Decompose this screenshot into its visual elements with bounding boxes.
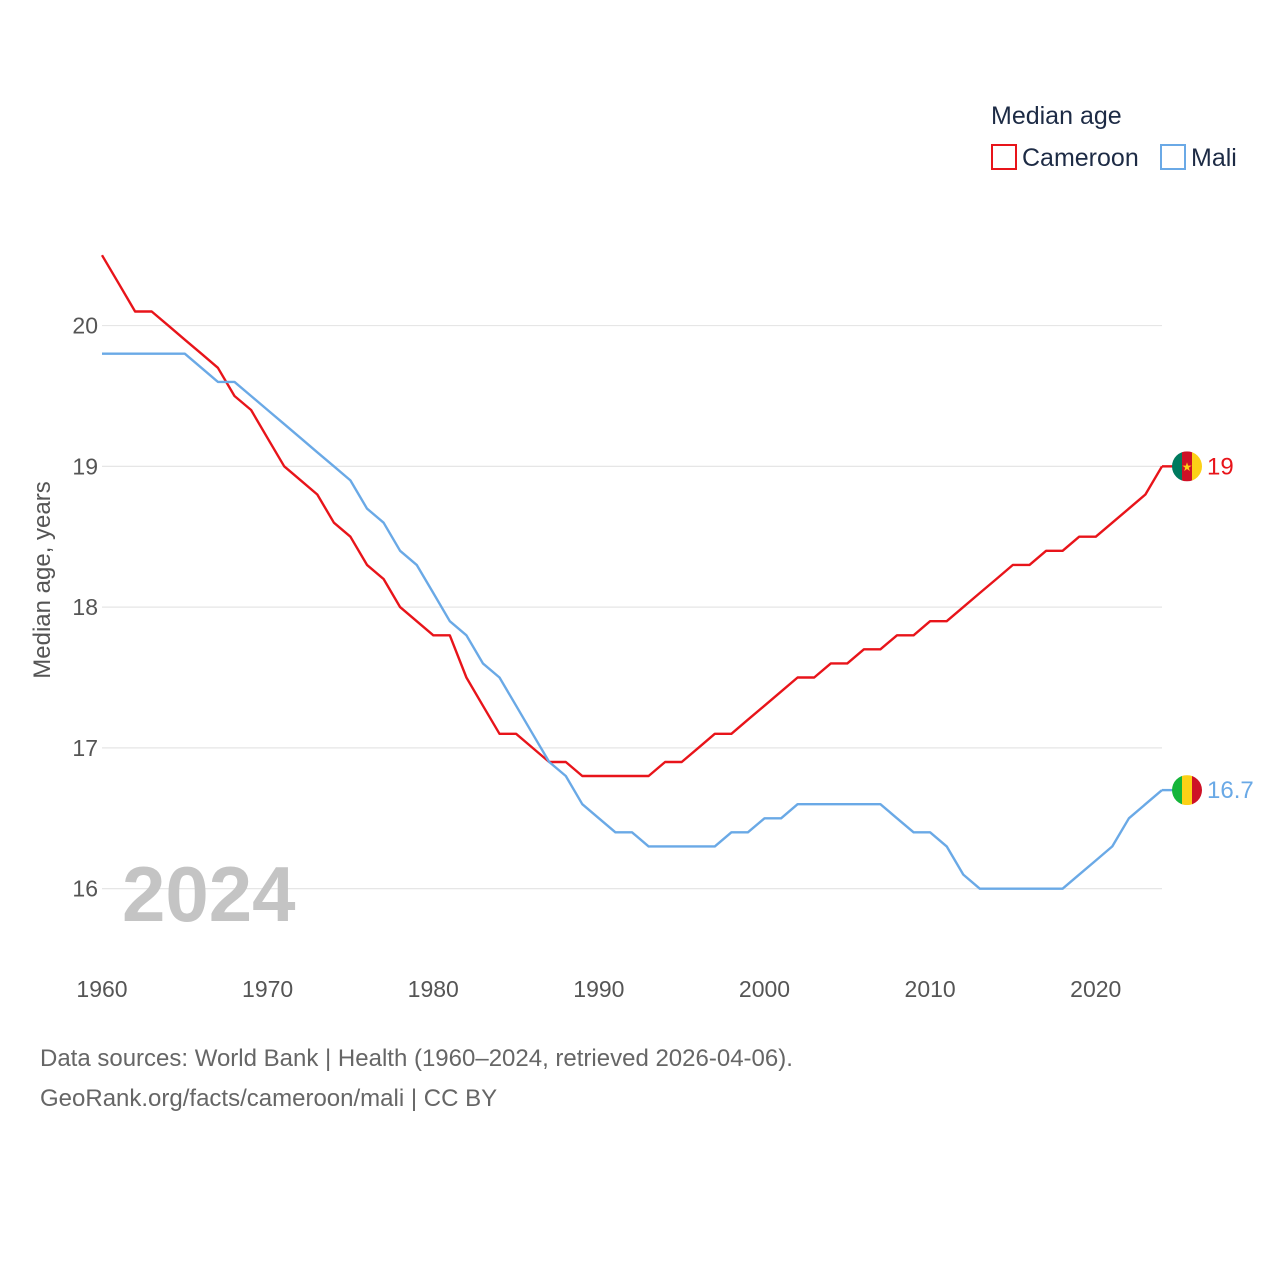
x-tick-label: 1990 [573, 976, 624, 1002]
series-lines [100, 254, 1164, 890]
legend-label-cameroon: Cameroon [1022, 144, 1139, 172]
x-axis-ticks: 1960 1970 1980 1990 2000 2010 2020 [76, 976, 1121, 1002]
y-tick-label: 17 [72, 735, 98, 761]
mali-flag-icon [1172, 775, 1202, 806]
series-line-cameroon [100, 254, 1164, 778]
y-tick-label: 19 [72, 453, 98, 479]
attribution-text: GeoRank.org/facts/cameroon/mali | CC BY [40, 1085, 498, 1112]
x-tick-label: 1980 [408, 976, 459, 1002]
end-value-label-cameroon: 19 [1207, 453, 1234, 480]
legend-swatch-mali [1160, 144, 1186, 170]
y-tick-label: 16 [72, 876, 98, 902]
year-label: 2024 [122, 850, 296, 938]
y-axis-ticks: 16 17 18 19 20 [72, 313, 98, 902]
x-tick-label: 1970 [242, 976, 293, 1002]
legend-label-mali: Mali [1191, 144, 1237, 172]
legend-swatch-cameroon [991, 144, 1017, 170]
y-tick-label: 18 [72, 594, 98, 620]
svg-text:★: ★ [1182, 460, 1193, 474]
end-value-label-mali: 16.7 [1207, 777, 1254, 804]
x-tick-label: 2020 [1070, 976, 1121, 1002]
x-tick-label: 2010 [905, 976, 956, 1002]
cameroon-flag-icon: ★ [1172, 451, 1202, 482]
end-labels: ★ 19 16.7 [1162, 451, 1254, 806]
y-tick-label: 20 [72, 313, 98, 339]
y-axis-title: Median age, years [29, 481, 56, 678]
x-tick-label: 2000 [739, 976, 790, 1002]
gridlines [102, 324, 1162, 890]
legend: Median age Cameroon Mali [991, 102, 1237, 172]
series-line-mali [102, 352, 1163, 890]
x-tick-label: 1960 [76, 976, 127, 1002]
data-source-text: Data sources: World Bank | Health (1960–… [40, 1045, 793, 1072]
legend-title: Median age [991, 102, 1122, 130]
